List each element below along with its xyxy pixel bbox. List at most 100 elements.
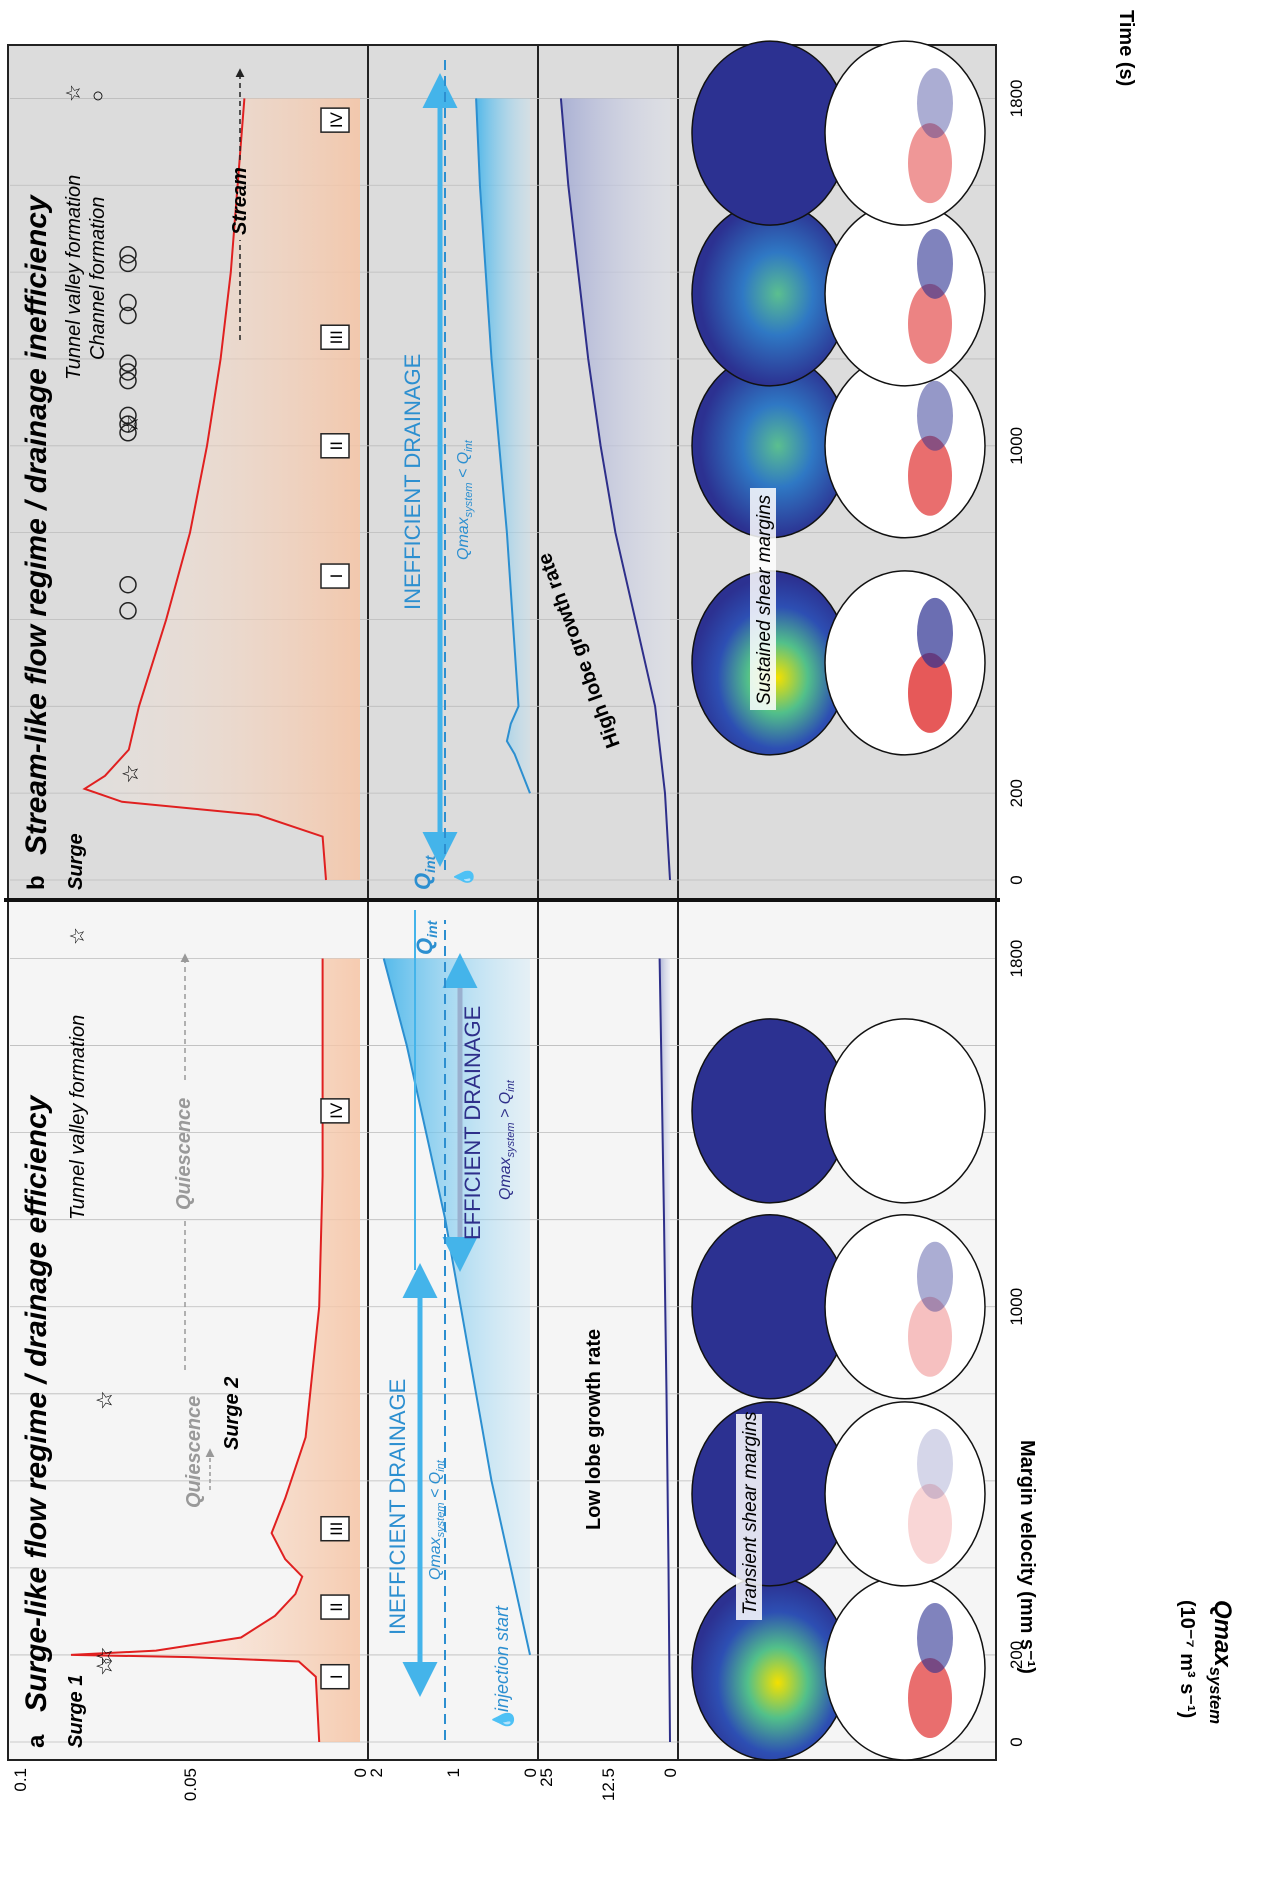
x-axis-title: Time (s) <box>1115 10 1137 86</box>
low-growth-label: Low lobe growth rate <box>583 1329 605 1530</box>
x-tick-label: 1800 <box>1007 940 1026 978</box>
strain-map <box>824 1401 986 1587</box>
surge1-label: Surge 1 <box>65 1675 87 1748</box>
series-area-a-lci <box>659 958 670 1742</box>
circle-icon <box>119 406 137 425</box>
series-line-a-qmax <box>382 958 531 1656</box>
transient-shear-label: Transient shear margins <box>740 1411 761 1615</box>
series-line-a-vel <box>70 958 324 1743</box>
star-icon: ☆ <box>92 1656 117 1676</box>
stage-label: III <box>327 1522 346 1536</box>
strain-negative <box>917 68 953 139</box>
circle-icon <box>119 254 137 273</box>
strain-map <box>824 1018 986 1204</box>
stage-label: IV <box>327 111 346 128</box>
stage-label: IV <box>327 1102 346 1119</box>
inefficient-sub-a: Qmaxsystem < Qint <box>427 1459 447 1580</box>
strain-negative <box>917 597 953 668</box>
tunnel-legend-b: Tunnel valley formation <box>63 175 85 380</box>
stage-box <box>320 107 350 133</box>
rotated-figure: a Surge-like flow regime / drainage effi… <box>4 40 1026 1801</box>
circle-icon <box>119 354 137 373</box>
y-tick-label: 0 <box>351 1768 370 1777</box>
strain-positive <box>908 1658 952 1739</box>
series-area-a-qmax <box>383 958 530 1655</box>
stage-label: II <box>327 441 346 450</box>
strain-map <box>824 201 986 387</box>
circle-icon <box>119 293 137 312</box>
shear-label-bg-a <box>736 1414 762 1620</box>
panel-a-lci-box <box>537 899 679 1761</box>
x-tick-label: 0 <box>1007 1737 1026 1746</box>
series-line-b-vel <box>82 98 327 881</box>
panel-b-annotations: b Stream-like flow regime / drainage ine… <box>20 60 625 890</box>
strain-negative <box>917 228 953 299</box>
x-tick-label: 200 <box>1007 1641 1026 1669</box>
circle-icon <box>119 424 137 442</box>
stage-box <box>320 1594 350 1620</box>
inefficient-sub-b: Qmaxsystem < Qint <box>455 439 475 560</box>
strain-negative <box>917 1603 953 1674</box>
series-area-b-qmax <box>476 98 530 794</box>
strain-map <box>824 1575 986 1761</box>
strain-positive <box>908 435 952 516</box>
stage-label: I <box>327 574 346 579</box>
channel-legend-b: Channel formation <box>87 197 109 360</box>
efficient-sub-a: Qmaxsystem > Qint <box>497 1079 517 1200</box>
flow-maps <box>691 40 986 1761</box>
strain-positive <box>908 1296 952 1377</box>
stage-box <box>320 1515 350 1542</box>
droplet-icon: 💧 <box>453 866 474 888</box>
star-icon-legend-b: ☆ <box>63 84 85 102</box>
surge-label-b: Surge <box>65 833 87 890</box>
series-area-b-lci <box>560 98 670 880</box>
stage-box <box>320 563 350 589</box>
figure-canvas: a Surge-like flow regime / drainage effi… <box>4 10 1137 1801</box>
stage-box <box>320 1098 350 1124</box>
y-tick-label: 2 <box>367 1768 386 1777</box>
inefficient-title-b: INEFFICIENT DRAINAGE <box>400 354 425 610</box>
x-tick-label: 1800 <box>1007 80 1026 118</box>
series-line-a-lci <box>658 958 671 1743</box>
strain-map <box>824 570 986 756</box>
stage-box <box>320 324 350 350</box>
panel-a-annotations: a Surge-like flow regime / drainage effi… <box>20 910 605 1748</box>
star-icon: ☆ <box>118 414 143 434</box>
data-series <box>70 98 671 1743</box>
x-tick-label: 0 <box>1007 875 1026 884</box>
sustained-shear-label: Sustained shear margins <box>754 494 775 705</box>
strain-map <box>824 1213 986 1400</box>
series-line-b-qmax <box>475 98 531 794</box>
strain-map <box>824 40 986 226</box>
panel-b-title: Stream-like flow regime / drainage ineff… <box>20 194 53 855</box>
series-area-b-vel <box>84 98 360 880</box>
qint-label-a: Qint <box>412 919 440 955</box>
panel-a-title: Surge-like flow regime / drainage effici… <box>20 1094 53 1712</box>
y-tick-label: 0.1 <box>11 1768 30 1792</box>
star-icon: ☆ <box>118 764 143 784</box>
circle-icon <box>119 575 137 594</box>
quiescence-1-label: Quiescence <box>183 1396 205 1508</box>
stage-label: I <box>327 1674 346 1679</box>
stage-box <box>320 1663 350 1690</box>
y-tick-label: 0.05 <box>181 1768 200 1801</box>
star-icon: ☆ <box>92 1390 117 1410</box>
stage-box <box>320 433 350 459</box>
formation-markers-b: ☆☆ <box>118 245 143 784</box>
stream-label: Stream <box>229 167 251 235</box>
shear-label-bg-b <box>750 488 776 710</box>
inefficient-title-a: INEFFICIENT DRAINAGE <box>385 1379 410 1635</box>
surge2-label: Surge 2 <box>221 1377 243 1450</box>
qint-label-b: Qint <box>410 854 438 890</box>
circle-icon <box>119 363 137 381</box>
strain-negative <box>917 380 953 451</box>
y-tick-label: 0 <box>521 1768 540 1777</box>
x-tick-label: 1000 <box>1007 427 1026 465</box>
y-tick-label: 1 <box>444 1768 463 1777</box>
strain-positive <box>908 283 952 364</box>
y-tick-label: 25 <box>537 1768 556 1787</box>
stage-label: II <box>327 1602 346 1611</box>
droplet-icon: 💧 <box>491 1707 515 1732</box>
star-icon-legend-a: ☆ <box>67 927 89 945</box>
